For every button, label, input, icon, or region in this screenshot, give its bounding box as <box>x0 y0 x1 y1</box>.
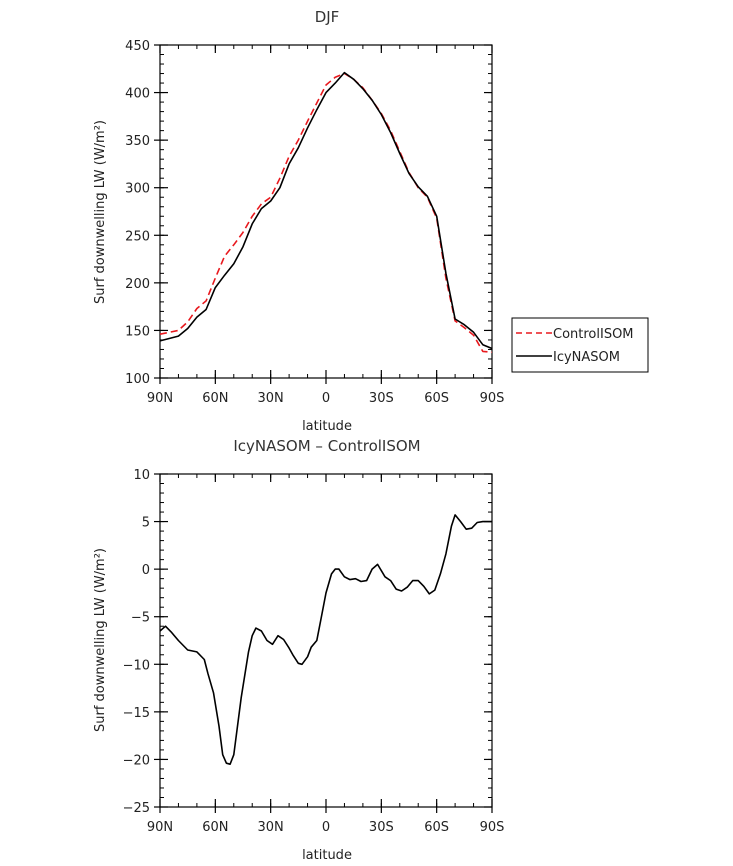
y-tick-label: 450 <box>125 39 150 54</box>
chart-panel-djf: DJF 100 150 200 250 300 350 400 450 90N 60N 30N 0 3… <box>93 8 504 434</box>
legend-label-icynasom: IcyNASOM <box>553 350 620 365</box>
y-tick-label: 10 <box>133 468 150 483</box>
y-tick-label: −15 <box>123 706 150 721</box>
x-tick-label: 0 <box>322 391 330 406</box>
y-tick-label: −20 <box>123 753 150 768</box>
x-tick-label: 90S <box>480 391 505 406</box>
x-tick-label: 60N <box>202 391 228 406</box>
plot-frame <box>159 44 493 379</box>
x-tick-label: 60N <box>202 820 228 835</box>
y-tick-label: 400 <box>125 87 150 102</box>
series-line-icynasom <box>159 71 493 350</box>
y-tick-label: 0 <box>142 563 150 578</box>
x-axis-label: latitude <box>302 848 352 863</box>
x-tick-label: 30N <box>258 820 284 835</box>
y-tick-label: 350 <box>125 134 150 149</box>
x-tick-label: 30S <box>369 820 394 835</box>
y-tick-label: −5 <box>131 611 150 626</box>
series-line-difference <box>159 514 492 765</box>
x-tick-label: 60S <box>424 820 449 835</box>
y-tick-label: −10 <box>123 658 150 673</box>
x-tick-label: 90N <box>147 391 173 406</box>
plot-frame <box>159 473 493 808</box>
y-tick-label: 250 <box>125 229 150 244</box>
x-tick-label: 90N <box>147 820 173 835</box>
x-axis-label: latitude <box>302 419 352 434</box>
x-tick-label: 30N <box>258 391 284 406</box>
chart-title: DJF <box>315 8 340 26</box>
y-tick-label: 300 <box>125 182 150 197</box>
legend: ControlISOM IcyNASOM <box>511 317 649 373</box>
chart-title: IcyNASOM – ControlISOM <box>233 437 420 455</box>
series-line-controlisom <box>159 72 493 354</box>
x-tick-label: 60S <box>424 391 449 406</box>
x-tick-label: 90S <box>480 820 505 835</box>
x-tick-label: 30S <box>369 391 394 406</box>
x-tick-label: 0 <box>322 820 330 835</box>
legend-box <box>511 317 649 373</box>
y-axis-label: Surf downwelling LW (W/m²) <box>93 120 108 304</box>
legend-label-controlisom: ControlISOM <box>553 327 634 342</box>
y-axis-label: Surf downwelling LW (W/m²) <box>93 548 108 732</box>
y-tick-label: 100 <box>125 372 150 387</box>
y-tick-label: −25 <box>123 801 150 816</box>
y-tick-label: 200 <box>125 277 150 292</box>
chart-panel-difference: IcyNASOM – ControlISOM −25 −20 −15 −10 −5 0 5 1… <box>93 437 504 863</box>
y-tick-label: 150 <box>125 324 150 339</box>
y-tick-label: 5 <box>142 516 150 531</box>
